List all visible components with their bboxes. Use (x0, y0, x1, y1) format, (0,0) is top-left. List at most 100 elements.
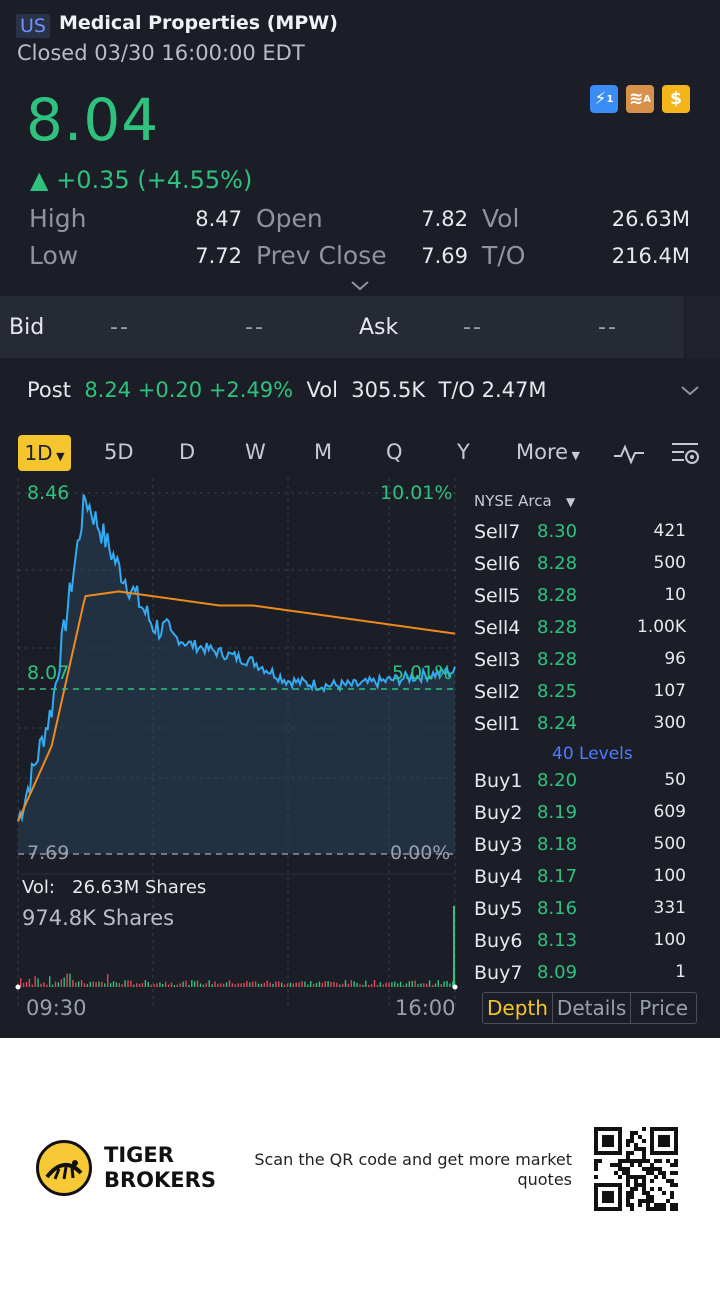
volume-bar (289, 982, 292, 987)
last-price: 8.04 (26, 86, 160, 154)
tab-5d[interactable]: 5D (104, 440, 134, 464)
orderbook-tabs: Depth Details Price (482, 992, 698, 1024)
volume-bar (278, 981, 280, 987)
level-qty: 50 (664, 770, 686, 790)
volume-bar (269, 982, 271, 987)
buy-row[interactable]: Buy3 8.18 500 (474, 834, 686, 862)
volume-bar (214, 981, 216, 987)
buy-row[interactable]: Buy1 8.20 50 (474, 770, 686, 798)
dollar-icon[interactable]: $ (662, 85, 690, 113)
level-name: Buy6 (474, 930, 523, 952)
scan-text: Scan the QR code and get more market quo… (254, 1150, 572, 1189)
level-qty: 107 (653, 681, 686, 701)
volume-bar (315, 983, 318, 987)
volume-bar (286, 983, 289, 987)
sell-row[interactable]: Sell4 8.28 1.00K (474, 617, 686, 645)
tab-q[interactable]: Q (386, 440, 403, 464)
buy-row[interactable]: Buy7 8.09 1 (474, 962, 686, 990)
exchange-selector[interactable]: NYSE Arca ▼ (474, 492, 576, 510)
volume-bar (60, 979, 62, 987)
volume-bars (20, 906, 455, 987)
indicator-icon[interactable] (613, 442, 645, 470)
stack-a-icon[interactable]: ≋ A (626, 85, 654, 113)
sell-row[interactable]: Sell2 8.25 107 (474, 681, 686, 709)
volume-bar (22, 983, 25, 987)
high-value: 8.47 (195, 207, 242, 231)
volume-bar (176, 984, 178, 987)
level-price: 8.20 (537, 770, 578, 791)
volume-bar (350, 980, 352, 987)
buy-row[interactable]: Buy2 8.19 609 (474, 802, 686, 830)
volume-bar (167, 984, 170, 987)
volume-bar (281, 982, 283, 987)
buy-row[interactable]: Buy6 8.13 100 (474, 930, 686, 958)
volume-bar (231, 983, 234, 987)
volume-bar (208, 980, 210, 987)
volume-bar (89, 981, 91, 987)
level-qty: 10 (664, 585, 686, 605)
chart-settings-icon[interactable] (670, 440, 702, 472)
intraday-chart[interactable] (0, 478, 470, 1008)
open-value: 7.82 (421, 207, 468, 231)
sell-row[interactable]: Sell7 8.30 421 (474, 521, 686, 549)
tab-y[interactable]: Y (457, 440, 470, 464)
volume-bar (170, 982, 173, 987)
volume-bar (217, 983, 219, 987)
volume-bar (199, 983, 202, 987)
level-price: 8.09 (537, 962, 578, 983)
volume-bar (104, 983, 106, 987)
post-market-row[interactable]: Post 8.24 +0.20 +2.49% Vol 305.5K T/O 2.… (27, 378, 547, 402)
tiger-logo (36, 1140, 92, 1196)
volume-bar (237, 983, 239, 987)
tab-more[interactable]: More ▼ (516, 440, 581, 464)
sell-row[interactable]: Sell5 8.28 10 (474, 585, 686, 613)
level-price: 8.28 (537, 649, 578, 670)
levels-link[interactable]: 40 Levels (552, 744, 633, 764)
volume-bar (446, 980, 448, 987)
volume-bar (86, 984, 89, 987)
tab-price[interactable]: Price (639, 996, 689, 1020)
volume-bar (124, 980, 126, 987)
volume-bar (431, 984, 434, 987)
volume-bar (92, 981, 94, 987)
tab-m[interactable]: M (314, 440, 333, 464)
tab-d[interactable]: D (179, 440, 196, 464)
level-price: 8.24 (537, 713, 578, 734)
bid-ask-side (686, 296, 720, 358)
sell-row[interactable]: Sell1 8.24 300 (474, 713, 686, 741)
volume-bar (40, 983, 42, 987)
volume-bar (327, 981, 329, 987)
volume-bar (304, 981, 306, 987)
volume-bar (75, 982, 77, 987)
volume-bar (318, 981, 321, 987)
prev-close-label: Prev Close (256, 241, 387, 270)
tab-depth[interactable]: Depth (483, 993, 553, 1023)
buy-row[interactable]: Buy4 8.17 100 (474, 866, 686, 894)
volume-bar (69, 973, 71, 987)
y-mid-label: 8.07 (27, 662, 70, 684)
level-qty: 609 (653, 802, 686, 822)
volume-bar (339, 984, 341, 987)
tab-w[interactable]: W (245, 440, 266, 464)
volume-bar (391, 982, 393, 987)
tab-1d[interactable]: 1D ▼ (18, 435, 71, 471)
volume-bar (336, 982, 338, 987)
y-high-label: 8.46 (27, 482, 70, 504)
volume-bar (115, 982, 118, 987)
buy-row[interactable]: Buy5 8.16 331 (474, 898, 686, 926)
volume-bar (333, 981, 335, 987)
lightning-level1-icon[interactable]: ⚡ 1 (590, 85, 618, 113)
post-pct: +2.49% (208, 378, 294, 402)
volume-bar (80, 980, 83, 987)
sell-row[interactable]: Sell6 8.28 500 (474, 553, 686, 581)
sell-row[interactable]: Sell3 8.28 96 (474, 649, 686, 677)
volume-bar (182, 981, 184, 987)
volume-bar (310, 981, 312, 987)
volume-bar (159, 982, 161, 987)
volume-bar (452, 981, 454, 987)
post-expand-icon[interactable] (680, 378, 700, 402)
expand-stats-icon[interactable] (350, 276, 370, 297)
post-to-label: T/O (438, 378, 475, 402)
tab-details[interactable]: Details (553, 993, 632, 1023)
volume-bar (420, 983, 422, 987)
